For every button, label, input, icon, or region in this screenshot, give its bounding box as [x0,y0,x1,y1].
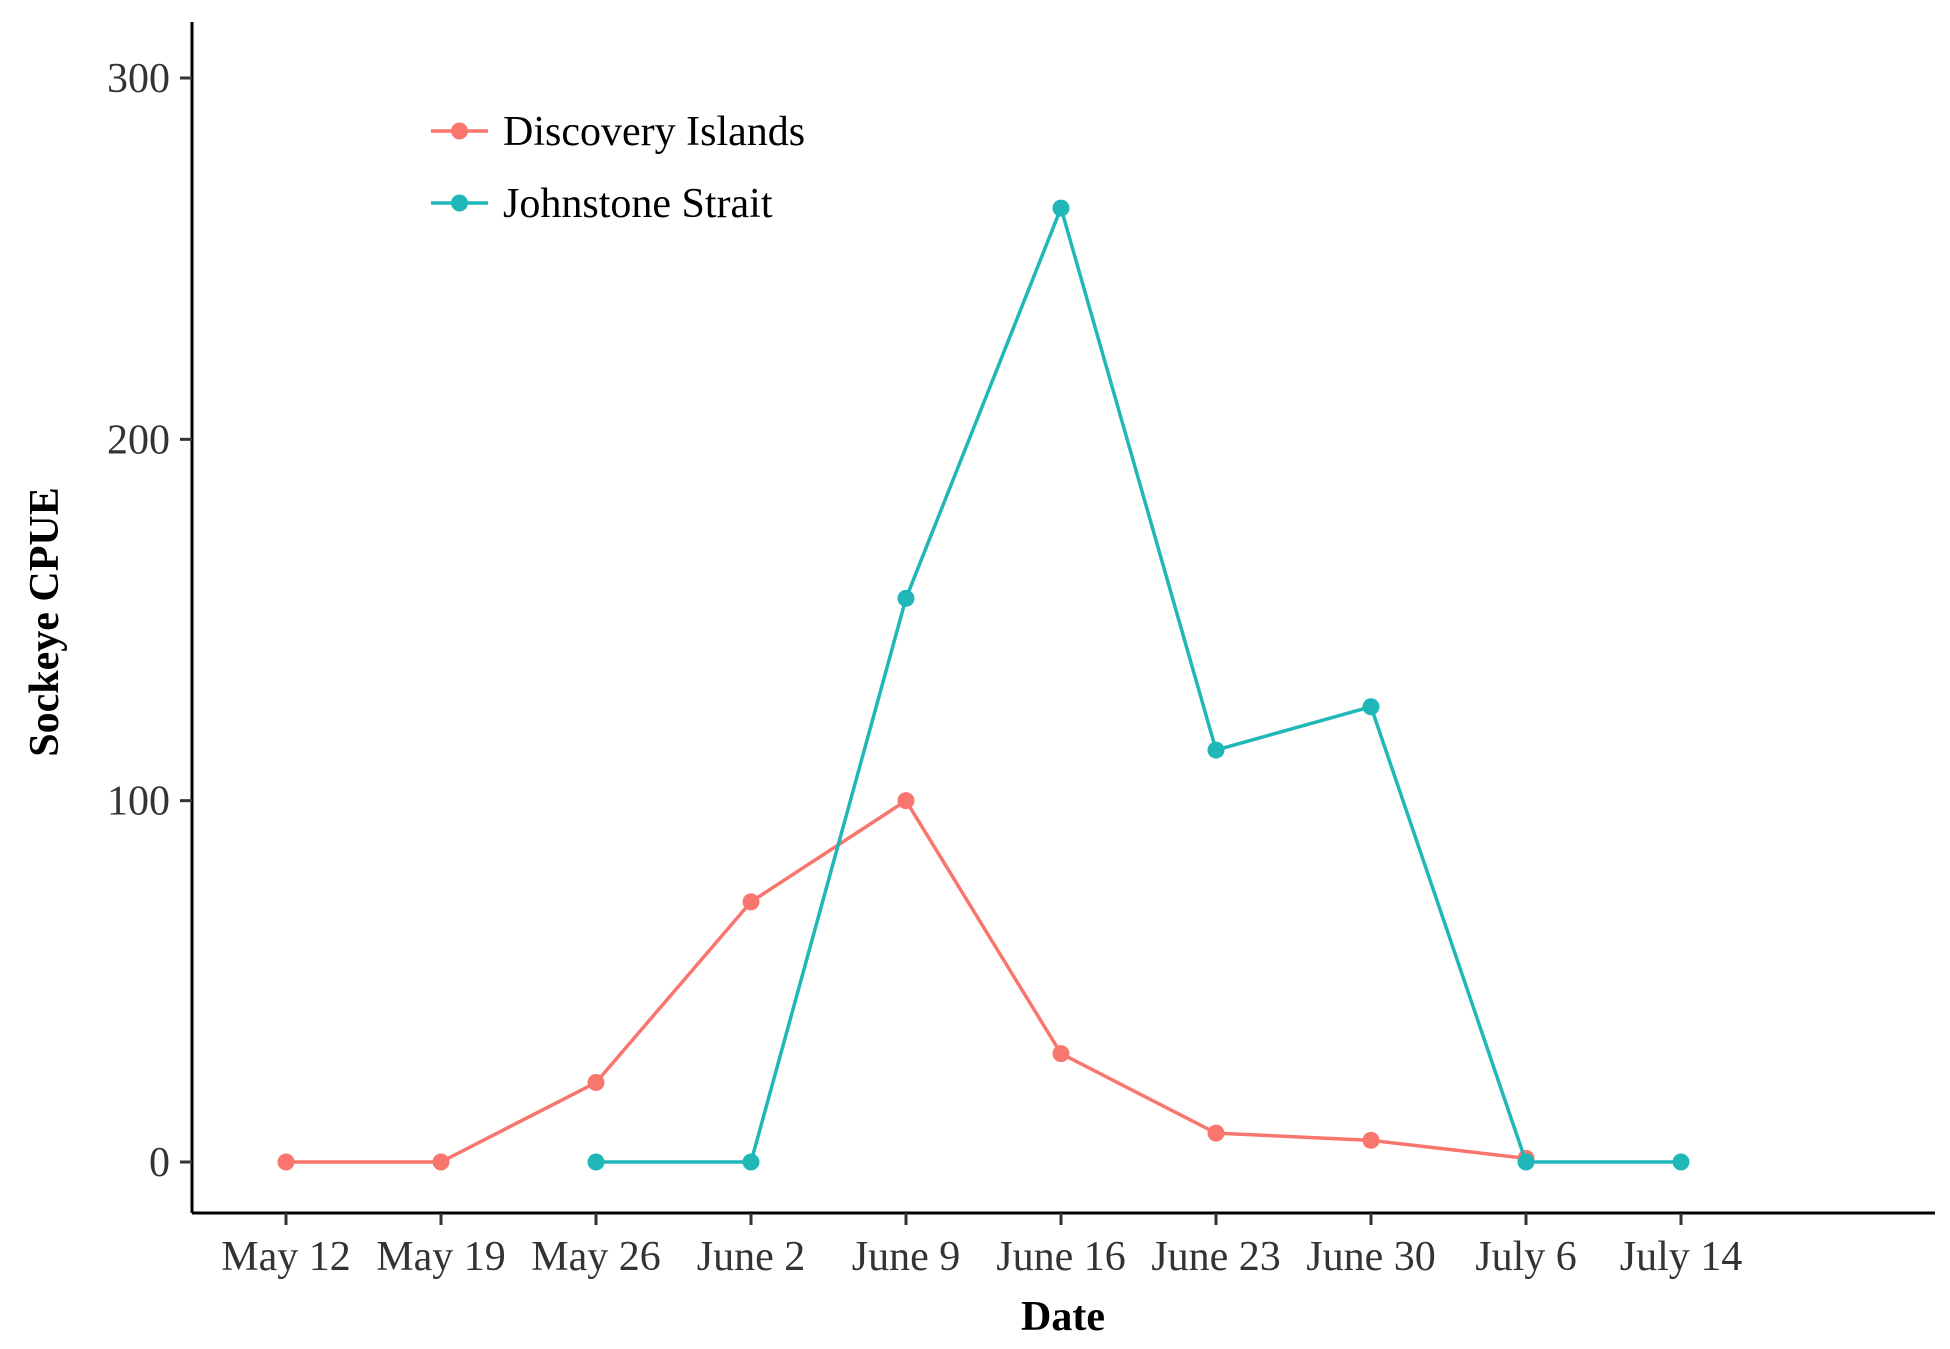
legend-label: Johnstone Strait [503,181,773,227]
data-point [432,1153,450,1171]
data-point [1207,741,1225,759]
data-point [1362,1131,1380,1149]
legend-swatch-point [451,194,468,212]
x-tick-label: June 30 [1306,1234,1436,1280]
x-tick-label: July 6 [1475,1234,1577,1280]
y-tick-label: 200 [107,417,170,463]
data-point [1207,1124,1225,1142]
data-point [1517,1153,1535,1171]
x-tick-label: May 12 [221,1234,351,1280]
series-johnstone-strait [587,199,1690,1171]
x-tick-label: June 16 [996,1234,1126,1280]
y-tick-label: 300 [107,56,170,102]
x-tick-label: June 9 [852,1234,961,1280]
legend-item: Johnstone Strait [431,181,773,227]
axes [190,22,1935,1215]
data-point [1052,199,1070,217]
x-axis-title: Date [1021,1294,1105,1340]
data-point [277,1153,295,1171]
x-tick-label: June 23 [1151,1234,1281,1280]
data-point [897,792,915,810]
y-tick-label: 100 [107,779,170,825]
data-point [1362,698,1380,716]
x-ticks: May 12 May 19 May 26 June 2 June 9 June 16 Jun… [221,1213,1742,1280]
data-point [742,1153,760,1171]
y-ticks: 0 100 200 300 [107,56,192,1186]
y-axis-title: Sockeye CPUE [22,487,68,756]
data-point [742,893,760,911]
series-discovery-islands [277,792,1535,1171]
data-point [1672,1153,1690,1171]
legend-swatch-point [451,122,468,140]
x-tick-label: May 26 [531,1234,661,1280]
y-tick-label: 0 [149,1140,170,1186]
data-point [587,1153,605,1171]
legend: Discovery Islands Johnstone Strait [431,109,805,227]
x-tick-label: June 2 [697,1234,806,1280]
legend-label: Discovery Islands [503,109,805,155]
data-point [587,1074,605,1092]
data-point [897,589,915,607]
legend-item: Discovery Islands [431,109,805,155]
x-tick-label: May 19 [376,1234,506,1280]
series-line [596,206,1681,1164]
data-point [1052,1045,1070,1063]
series-line [286,798,1527,1164]
x-tick-label: July 14 [1620,1234,1743,1280]
series-layer [277,199,1690,1171]
